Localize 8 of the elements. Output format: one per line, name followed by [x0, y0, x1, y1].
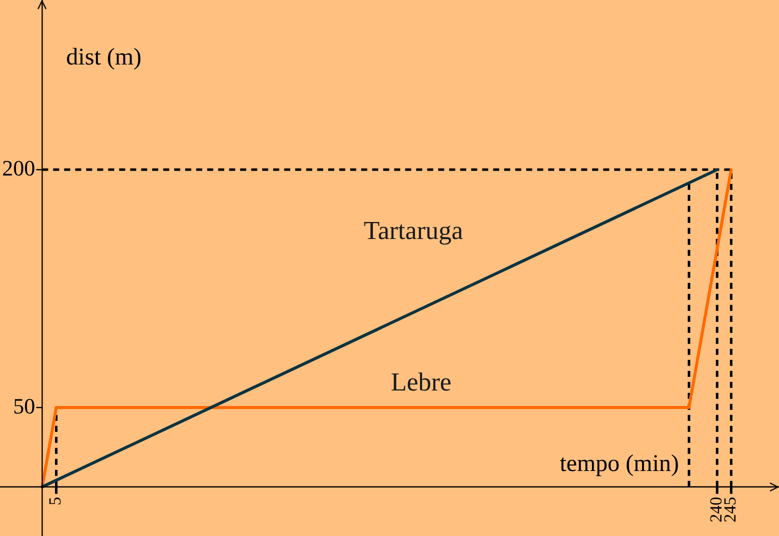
- x-tick-label: 245: [720, 496, 740, 522]
- y-tick-label: 50: [13, 393, 36, 418]
- x-axis-title: tempo (min): [560, 451, 679, 478]
- series-label: Tartaruga: [364, 216, 464, 246]
- y-tick-label: 200: [2, 155, 36, 180]
- x-tick-label: 5: [46, 496, 65, 506]
- y-axis-title: dist (m): [66, 44, 142, 70]
- series-label: Lebre: [390, 367, 452, 396]
